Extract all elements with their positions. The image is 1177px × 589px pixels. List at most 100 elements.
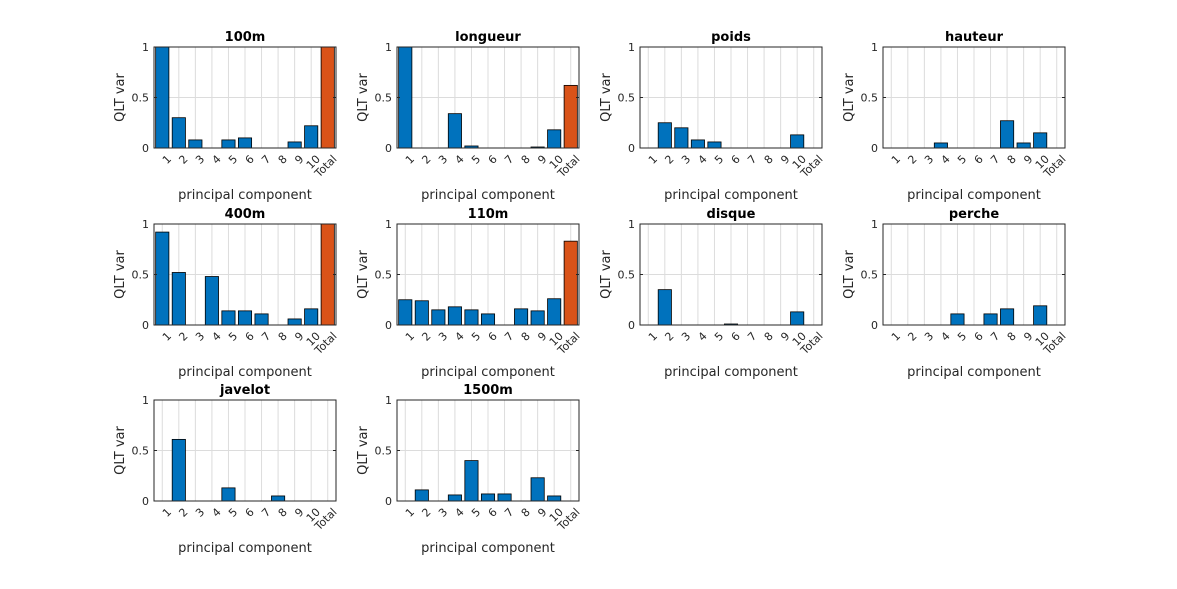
x-tick-label: 5 (226, 330, 240, 344)
x-tick-label: 6 (729, 330, 743, 344)
bar-component-5 (707, 141, 722, 149)
x-tick-label: 3 (436, 330, 450, 344)
x-tick-label: 3 (193, 330, 207, 344)
x-tick-label: 5 (226, 506, 240, 520)
y-tick-label: 0.5 (375, 445, 393, 458)
y-tick-label: 1 (385, 41, 392, 54)
y-tick-label: 0 (871, 142, 878, 155)
bar-component-4 (204, 276, 219, 326)
x-tick-label: 1 (646, 153, 660, 167)
bar-component-7 (254, 313, 269, 326)
x-tick-label: 6 (729, 153, 743, 167)
x-axis-label: principal component (178, 188, 312, 203)
x-tick-label: 4 (939, 330, 953, 344)
x-tick-label: 8 (1005, 330, 1019, 344)
x-tick-label: 6 (243, 153, 257, 167)
y-tick-label: 1 (871, 41, 878, 54)
bar-component-2 (171, 272, 186, 326)
y-axis-label: QLT var (356, 72, 371, 121)
x-tick-label: 4 (453, 153, 467, 167)
y-tick-label: 0.5 (861, 269, 879, 282)
y-tick-label: 0 (142, 495, 149, 508)
bar-total (563, 84, 578, 149)
bar-component-2 (414, 300, 429, 326)
bar-component-7 (497, 493, 512, 502)
x-tick-label: 5 (955, 330, 969, 344)
x-tick-label: 9 (1021, 153, 1035, 167)
y-axis-label: QLT var (113, 425, 128, 474)
x-tick-label: 3 (193, 506, 207, 520)
bar-component-1 (398, 299, 413, 326)
bar-component-5 (950, 313, 965, 326)
bar-component-5 (221, 487, 236, 502)
y-axis-label: QLT var (599, 72, 614, 121)
x-tick-label: 9 (292, 506, 306, 520)
x-tick-label: 1 (403, 506, 417, 520)
bar-component-2 (171, 438, 186, 502)
bar-component-4 (447, 494, 462, 502)
bar-component-10 (1033, 305, 1048, 326)
bar-total (563, 240, 578, 326)
x-axis-label: principal component (907, 365, 1041, 380)
bar-component-3 (188, 139, 203, 149)
y-tick-label: 1 (142, 218, 149, 231)
x-tick-label: 5 (469, 506, 483, 520)
x-tick-label: 6 (486, 506, 500, 520)
x-tick-label: 4 (453, 506, 467, 520)
chart-title: disque (707, 207, 756, 222)
x-tick-label: 2 (419, 506, 433, 520)
bar-component-8 (1000, 308, 1015, 326)
y-tick-label: 0 (628, 319, 635, 332)
x-tick-label: 1 (889, 330, 903, 344)
bar-component-2 (657, 289, 672, 326)
bar-component-9 (287, 141, 302, 149)
bar-component-10 (304, 125, 319, 149)
chart-title: javelot (219, 383, 270, 398)
chart-title: perche (949, 207, 999, 222)
x-tick-label: 6 (972, 330, 986, 344)
chart-title: 400m (225, 207, 266, 222)
x-tick-label: 9 (535, 153, 549, 167)
x-tick-label: 8 (276, 330, 290, 344)
y-tick-label: 0 (385, 142, 392, 155)
y-tick-label: 0 (142, 142, 149, 155)
x-tick-label: 4 (210, 506, 224, 520)
bar-component-9 (530, 310, 545, 326)
x-tick-label: 2 (662, 330, 676, 344)
bar-component-3 (674, 127, 689, 149)
x-tick-label: 2 (176, 153, 190, 167)
x-tick-label: 3 (193, 153, 207, 167)
x-tick-label: 5 (469, 153, 483, 167)
x-axis-label: principal component (178, 541, 312, 556)
bar-component-1 (398, 46, 413, 149)
x-tick-label: 7 (502, 153, 516, 167)
bar-component-5 (221, 139, 236, 149)
x-tick-label: 7 (988, 330, 1002, 344)
bar-component-1 (155, 46, 170, 149)
x-tick-label: 1 (889, 153, 903, 167)
y-tick-label: 0 (385, 319, 392, 332)
chart-title: longueur (455, 30, 521, 45)
bar-total (320, 46, 335, 149)
y-tick-label: 1 (385, 394, 392, 407)
bar-component-10 (547, 495, 562, 502)
x-tick-label: 4 (696, 330, 710, 344)
x-tick-label: 1 (160, 153, 174, 167)
x-tick-label: 2 (176, 330, 190, 344)
y-tick-label: 1 (871, 218, 878, 231)
y-axis-label: QLT var (842, 72, 857, 121)
y-tick-label: 1 (142, 41, 149, 54)
x-tick-label: 8 (762, 153, 776, 167)
bar-component-4 (933, 142, 948, 149)
y-axis-label: QLT var (842, 249, 857, 298)
x-tick-label: 3 (679, 153, 693, 167)
x-axis-label: principal component (664, 365, 798, 380)
bar-component-10 (547, 298, 562, 326)
x-tick-label: 1 (403, 153, 417, 167)
bar-component-10 (1033, 132, 1048, 149)
